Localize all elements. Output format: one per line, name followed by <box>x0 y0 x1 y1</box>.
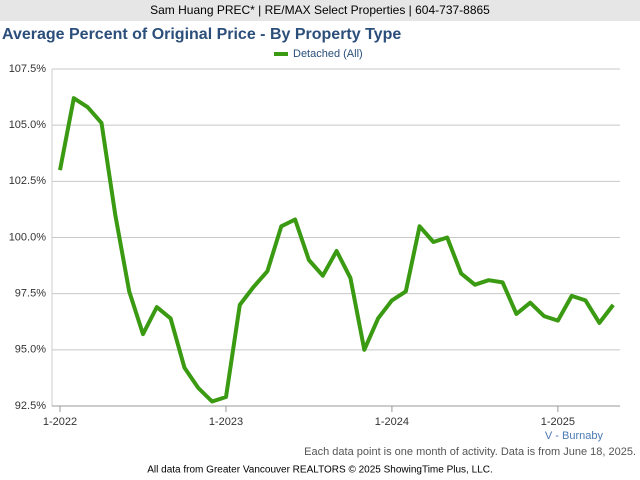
x-tick-label: 1-2023 <box>209 416 243 428</box>
legend-label: Detached (All) <box>293 48 363 60</box>
data-line <box>58 96 615 404</box>
y-tick-label: 102.5% <box>9 175 47 187</box>
annotation: V - Burnaby <box>545 430 604 442</box>
y-tick-label: 100.0% <box>9 231 47 243</box>
note: Each data point is one month of activity… <box>304 446 636 458</box>
y-tick-label: 105.0% <box>9 119 47 131</box>
y-tick-label: 92.5% <box>15 400 46 412</box>
chart-title: Average Percent of Original Price - By P… <box>2 26 401 43</box>
header: Sam Huang PREC* | RE/MAX Select Properti… <box>150 3 490 17</box>
header-bar <box>0 0 640 21</box>
y-tick-label: 97.5% <box>15 288 46 300</box>
x-tick-label: 1-2022 <box>43 416 77 428</box>
y-tick-label: 95.0% <box>15 344 46 356</box>
footer: All data from Greater Vancouver REALTORS… <box>147 465 492 476</box>
x-tick-label: 1-2025 <box>541 416 575 428</box>
x-tick-label: 1-2024 <box>375 416 409 428</box>
y-tick-label: 107.5% <box>9 63 47 75</box>
